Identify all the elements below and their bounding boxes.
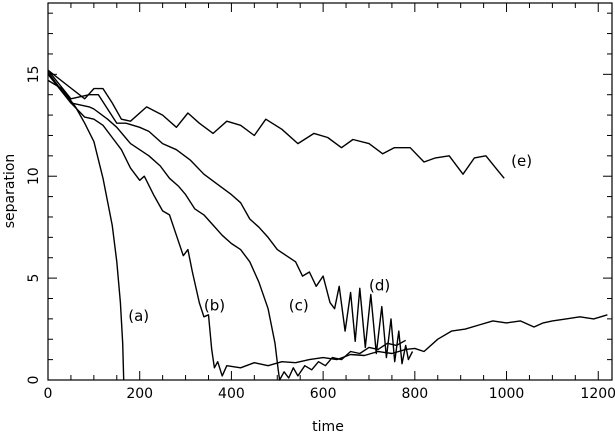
y-axis-title: separation (2, 154, 18, 229)
curve-label-b: (b) (204, 297, 225, 315)
series-line-e (47, 69, 505, 179)
curve-label-d: (d) (369, 276, 390, 294)
curve-label-c: (c) (289, 297, 309, 315)
plot-frame (47, 2, 613, 381)
series-lines (47, 69, 608, 381)
axis-ticks (47, 3, 612, 381)
series-line-d (47, 69, 414, 365)
x-tick-label: 400 (218, 386, 245, 402)
x-axis-title: time (312, 419, 344, 435)
x-tick-label: 0 (44, 386, 53, 402)
x-tick-label: 600 (310, 386, 337, 402)
tick-labels: 0 200 400 600 800 1000 1200 0 5 10 15 (26, 65, 615, 402)
curve-labels: (a) (b) (c) (d) (e) (128, 152, 532, 325)
y-tick-label: 5 (26, 274, 42, 283)
y-tick-label: 10 (26, 167, 42, 185)
curve-label-a: (a) (128, 307, 149, 325)
y-tick-label: 0 (26, 376, 42, 385)
series-line-c (47, 71, 407, 381)
curve-label-e: (e) (511, 152, 532, 170)
x-tick-label: 1200 (580, 386, 615, 402)
x-tick-label: 1000 (489, 386, 525, 402)
series-line-b (47, 73, 608, 377)
x-tick-label: 800 (401, 386, 428, 402)
x-tick-label: 200 (126, 386, 153, 402)
y-tick-label: 15 (26, 65, 42, 83)
series-line-a (47, 79, 125, 381)
